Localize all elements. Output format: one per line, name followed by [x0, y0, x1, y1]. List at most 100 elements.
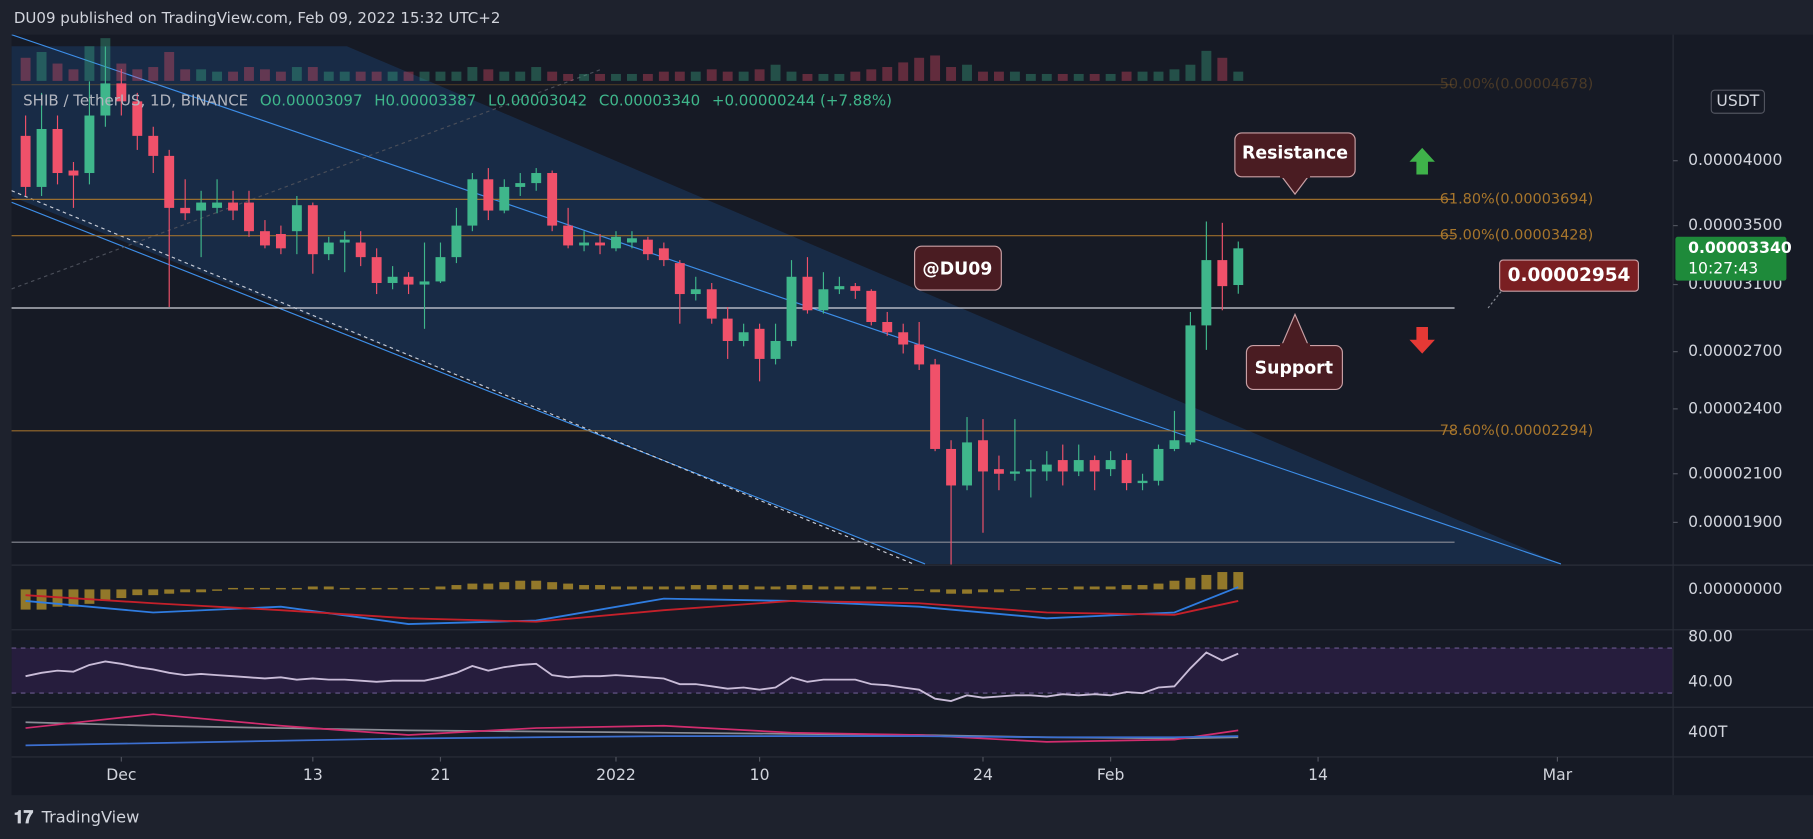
volume-bar — [531, 67, 542, 81]
volume-bar — [291, 67, 302, 81]
candle-body — [116, 83, 127, 102]
macd-histogram-bar — [802, 585, 813, 590]
macd-histogram-bar — [387, 587, 398, 590]
candle-body — [626, 238, 637, 243]
x-tick-label: 13 — [303, 766, 323, 784]
macd-histogram-bar — [866, 586, 877, 590]
rsi-line — [25, 651, 1239, 702]
candle-body — [563, 225, 574, 246]
candle-body — [100, 83, 111, 116]
macd-histogram-bar — [339, 587, 350, 590]
volume-bar — [962, 64, 972, 81]
volume-bar — [1025, 73, 1036, 81]
candle-body — [850, 286, 861, 291]
volume-bar — [1041, 73, 1052, 81]
legend-symbol: SHIB / TetherUS, 1D, BINANCE — [23, 91, 248, 109]
volume-bar — [834, 73, 845, 81]
macd-histogram-bar — [116, 589, 127, 599]
y-tick-label: 0.00004000 — [1688, 151, 1782, 169]
macd-histogram-bar — [260, 587, 270, 590]
callout-text: Support — [1255, 359, 1333, 379]
volume-bar — [978, 71, 988, 81]
channel-fill — [11, 46, 1561, 564]
x-tick-label: 24 — [973, 766, 993, 784]
macd-tick-label: 0.00000000 — [1688, 580, 1782, 598]
volume-bar — [1153, 71, 1164, 81]
volume-bar — [180, 69, 191, 81]
x-tick-label: 10 — [750, 766, 770, 784]
macd-histogram-bar — [754, 586, 765, 590]
candle-body — [515, 183, 526, 187]
callout-text: Resistance — [1242, 144, 1348, 164]
macd-histogram-bar — [531, 580, 542, 590]
volume-bar — [499, 71, 510, 81]
macd-histogram-bar — [132, 589, 143, 596]
macd-histogram-bar — [946, 589, 957, 594]
macd-histogram-bar — [1041, 587, 1052, 590]
candle-body — [834, 286, 845, 290]
volume-bar — [1057, 73, 1068, 81]
price-note-leader — [1487, 288, 1504, 309]
macd-histogram-bar — [1201, 574, 1212, 590]
callout-joint — [1279, 343, 1311, 348]
volume-bar — [1185, 64, 1196, 81]
candle-body — [898, 332, 909, 345]
volume-bar — [579, 73, 590, 81]
volume-bar — [850, 71, 861, 81]
volume-bar — [866, 69, 877, 81]
candle-body — [978, 440, 988, 472]
macd-histogram-bar — [1089, 586, 1100, 590]
y-tick-label: 0.00001900 — [1688, 513, 1782, 531]
volume-bar — [626, 73, 637, 81]
macd-histogram-bar — [499, 582, 510, 590]
macd-histogram-bar — [100, 589, 111, 601]
macd-histogram-bar — [84, 589, 95, 604]
candle-body — [786, 276, 797, 341]
volume-bar — [898, 62, 909, 81]
candle-body — [802, 276, 813, 311]
y-tick-label: 0.00002100 — [1688, 464, 1782, 482]
volume-bar — [275, 71, 286, 81]
candle-body — [930, 364, 941, 449]
candle-body — [1201, 260, 1212, 326]
volume-bar — [563, 73, 574, 81]
legend-change: +0.00000244 (+7.88%) — [712, 91, 892, 109]
volume-bar — [738, 71, 749, 81]
candle-body — [260, 231, 270, 246]
volume-bar — [706, 69, 717, 81]
volume-bar — [595, 73, 605, 81]
candle-body — [403, 276, 414, 285]
candle-body — [914, 344, 925, 365]
x-tick-label: 21 — [431, 766, 451, 784]
price-note-text: 0.00002954 — [1508, 265, 1631, 286]
macd-histogram-bar — [1169, 580, 1180, 590]
candle-body — [658, 248, 669, 261]
legend-high: H0.00003387 — [374, 91, 476, 109]
candle-body — [1121, 460, 1132, 484]
candle-body — [275, 233, 286, 249]
candle-body — [962, 442, 972, 486]
volume-bar — [611, 73, 621, 81]
fib-label: 65.00%(0.00003428) — [1440, 228, 1594, 244]
volume-bar — [1105, 73, 1116, 81]
macd-histogram-bar — [690, 585, 701, 590]
macd-histogram-bar — [291, 587, 302, 590]
candle-body — [1009, 471, 1020, 474]
volume-bar — [451, 71, 462, 81]
candle-body — [419, 281, 430, 285]
currency-badge[interactable] — [1710, 89, 1766, 114]
volume-bar — [515, 71, 526, 81]
macd-histogram-bar — [786, 585, 797, 590]
macd-histogram-bar — [706, 585, 717, 590]
volume-bar — [84, 46, 95, 81]
macd-histogram-bar — [403, 587, 414, 590]
candle-body — [387, 276, 398, 283]
last-price-label: 0.00003340 — [1688, 239, 1792, 257]
macd-histogram-bar — [419, 587, 430, 590]
volume-bar — [1201, 50, 1212, 81]
volume-bar — [1121, 71, 1132, 81]
fib-label: 50.00%(0.00004678) — [1440, 77, 1594, 93]
callout-joint — [1279, 173, 1311, 178]
candle-body — [339, 239, 350, 243]
macd-histogram-bar — [1217, 572, 1228, 590]
